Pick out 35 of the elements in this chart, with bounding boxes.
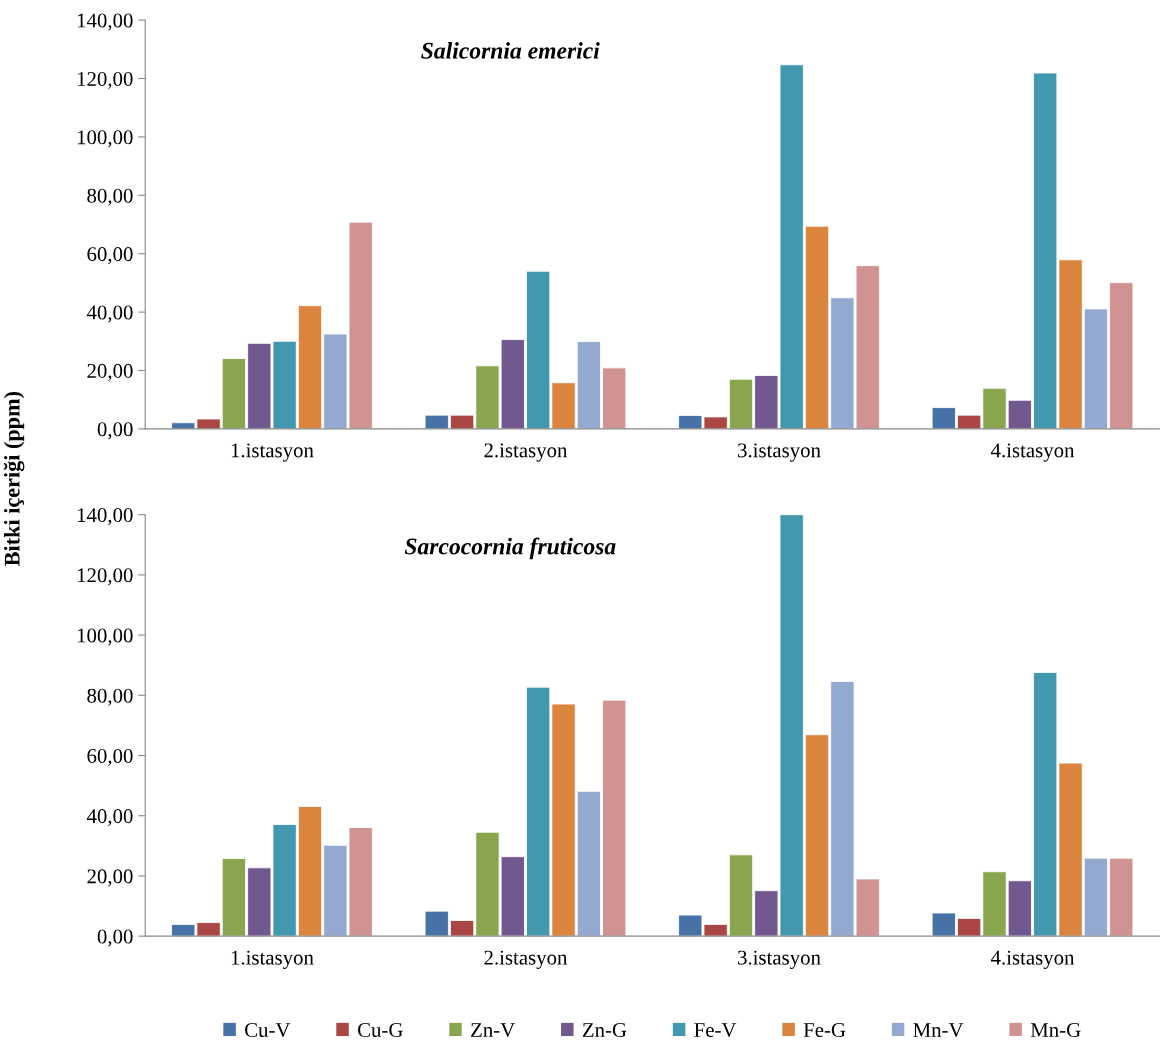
y-tick-label: 0,00 [97,422,133,440]
legend-label: Fe-G [803,1023,846,1037]
x-tick-label: 4.istasyon [990,443,1075,462]
y-tick-label: 60,00 [87,247,133,265]
x-tick-label: 1.istasyon [231,950,314,969]
y-tick-label: 40,00 [86,305,133,323]
legend-label: Mn-V [913,1023,964,1038]
x-tick-label: 1.istasyon [231,443,314,462]
y-tick-label: 80,00 [87,188,133,206]
y-tick-label: 0,00 [97,929,133,947]
y-tick-label: 140,00 [77,508,133,526]
y-tick-label: 20,00 [87,869,133,887]
y-tick-label: 100,00 [77,130,133,148]
legend-label: Cu-V [245,1023,291,1038]
x-tick-label: 2.istasyon [484,950,568,969]
legend-label: Mn-G [1030,1023,1081,1037]
legend-label: Fe-V [694,1023,737,1038]
y-tick-label: 120,00 [77,71,133,89]
y-tick-label: 20,00 [87,363,133,381]
y-axis-title: Bitki içeriği (ppm) [3,392,25,566]
x-tick-label: 2.istasyon [484,443,568,462]
y-tick-label: 40,00 [86,809,133,827]
legend-label: Zn-G [582,1023,627,1037]
y-tick-label: 120,00 [77,568,133,586]
y-tick-label: 60,00 [87,748,133,766]
x-tick-label: 3.istasyon [738,950,821,969]
text: Salicornia emerici [421,42,600,59]
y-tick-label: 100,00 [77,628,133,646]
text: Sarcocornia fruticosa [404,537,616,560]
legend-label: Cu-G [357,1023,403,1037]
x-tick-label: 4.istasyon [990,950,1075,969]
y-tick-label: 80,00 [87,688,133,706]
legend-label: Zn-V [471,1023,515,1038]
x-tick-label: 3.istasyon [738,443,821,462]
y-tick-label: 140,00 [77,13,133,31]
